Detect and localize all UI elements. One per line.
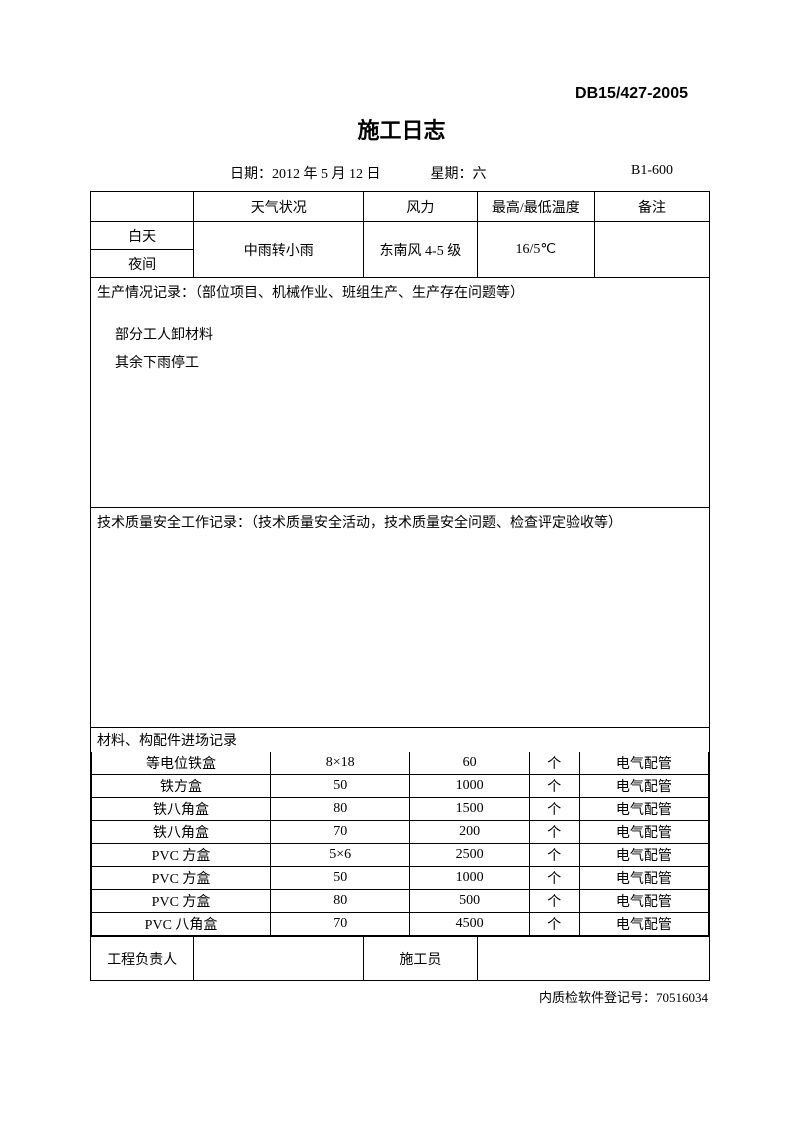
material-cell-spec: 5×6: [271, 844, 410, 867]
material-row: 铁方盒501000个电气配管: [92, 775, 709, 798]
weather-night-label: 夜间: [91, 250, 194, 278]
remark-value: [595, 222, 710, 278]
weather-header-blank: [91, 192, 194, 222]
material-cell-name: PVC 方盒: [92, 844, 271, 867]
material-cell-name: PVC 八角盒: [92, 913, 271, 936]
material-row: 等电位铁盒8×1860个电气配管: [92, 752, 709, 775]
material-cell-unit: 个: [529, 821, 579, 844]
date-label: 日期：: [230, 167, 272, 182]
weather-day-row: 白天 中雨转小雨 东南风 4-5 级 16/5℃: [91, 222, 710, 250]
qa-cell: 技术质量安全工作记录：（技术质量安全活动，技术质量安全问题、检查评定验收等）: [91, 508, 710, 728]
material-row: PVC 方盒5×62500个电气配管: [92, 844, 709, 867]
materials-label: 材料、构配件进场记录: [91, 728, 710, 753]
material-row: PVC 八角盒704500个电气配管: [92, 913, 709, 936]
material-cell-spec: 80: [271, 890, 410, 913]
main-table: 天气状况 风力 最高/最低温度 备注 白天 中雨转小雨 东南风 4-5 级 16…: [90, 191, 710, 981]
materials-table: 等电位铁盒8×1860个电气配管铁方盒501000个电气配管铁八角盒801500…: [91, 752, 709, 936]
material-cell-use: 电气配管: [579, 775, 708, 798]
weather-header-remark: 备注: [595, 192, 710, 222]
wind-value: 东南风 4-5 级: [364, 222, 477, 278]
material-cell-unit: 个: [529, 844, 579, 867]
material-cell-use: 电气配管: [579, 844, 708, 867]
weather-day-label: 白天: [91, 222, 194, 250]
material-cell-name: 铁八角盒: [92, 821, 271, 844]
material-cell-qty: 2500: [410, 844, 529, 867]
signature-row: 工程负责人 施工员: [91, 937, 710, 981]
footer-label: 内质检软件登记号：: [539, 990, 656, 1005]
page-title: 施工日志: [90, 113, 713, 145]
date-value: 2012 年 5 月 12 日: [272, 167, 381, 182]
material-cell-spec: 50: [271, 867, 410, 890]
material-cell-qty: 1500: [410, 798, 529, 821]
material-cell-name: 铁八角盒: [92, 798, 271, 821]
weekday-label: 星期：: [431, 167, 473, 182]
production-line2: 其余下雨停工: [115, 350, 703, 378]
material-cell-qty: 60: [410, 752, 529, 775]
material-cell-qty: 1000: [410, 867, 529, 890]
material-cell-unit: 个: [529, 798, 579, 821]
production-cell: 生产情况记录：（部位项目、机械作业、班组生产、生产存在问题等） 部分工人卸材料 …: [91, 278, 710, 508]
meta-weekday: 星期：六: [431, 163, 487, 183]
material-cell-name: PVC 方盒: [92, 867, 271, 890]
footer: 内质检软件登记号：70516034: [90, 987, 713, 1006]
material-cell-spec: 8×18: [271, 752, 410, 775]
qa-label: 技术质量安全工作记录：（技术质量安全活动，技术质量安全问题、检查评定验收等）: [97, 512, 703, 532]
weather-header-weather: 天气状况: [194, 192, 364, 222]
temp-value: 16/5℃: [477, 222, 595, 278]
material-cell-name: 等电位铁盒: [92, 752, 271, 775]
material-cell-unit: 个: [529, 867, 579, 890]
material-row: PVC 方盒80500个电气配管: [92, 890, 709, 913]
material-cell-qty: 500: [410, 890, 529, 913]
material-cell-use: 电气配管: [579, 821, 708, 844]
document-code: DB15/427-2005: [90, 85, 713, 103]
material-cell-unit: 个: [529, 775, 579, 798]
weather-header-temp: 最高/最低温度: [477, 192, 595, 222]
material-cell-qty: 4500: [410, 913, 529, 936]
footer-value: 70516034: [656, 990, 708, 1005]
constructor-blank: [477, 937, 710, 981]
meta-date: 日期：2012 年 5 月 12 日: [230, 163, 381, 183]
materials-table-row: 等电位铁盒8×1860个电气配管铁方盒501000个电气配管铁八角盒801500…: [91, 752, 710, 937]
materials-header-row: 材料、构配件进场记录: [91, 728, 710, 753]
meta-row: 日期：2012 年 5 月 12 日 星期：六 B1-600: [90, 163, 713, 183]
production-label: 生产情况记录：（部位项目、机械作业、班组生产、生产存在问题等）: [97, 282, 703, 302]
material-cell-unit: 个: [529, 913, 579, 936]
material-row: 铁八角盒801500个电气配管: [92, 798, 709, 821]
material-cell-qty: 1000: [410, 775, 529, 798]
production-content: 部分工人卸材料 其余下雨停工: [97, 302, 703, 378]
material-cell-name: 铁方盒: [92, 775, 271, 798]
weather-value: 中雨转小雨: [194, 222, 364, 278]
production-line1: 部分工人卸材料: [115, 322, 703, 350]
weekday-value: 六: [473, 167, 487, 182]
material-cell-unit: 个: [529, 890, 579, 913]
project-lead-blank: [194, 937, 364, 981]
material-cell-unit: 个: [529, 752, 579, 775]
page: DB15/427-2005 施工日志 日期：2012 年 5 月 12 日 星期…: [0, 0, 793, 1046]
constructor-label: 施工员: [364, 937, 477, 981]
materials-table-cell: 等电位铁盒8×1860个电气配管铁方盒501000个电气配管铁八角盒801500…: [91, 752, 710, 937]
qa-row: 技术质量安全工作记录：（技术质量安全活动，技术质量安全问题、检查评定验收等）: [91, 508, 710, 728]
material-cell-spec: 80: [271, 798, 410, 821]
material-cell-qty: 200: [410, 821, 529, 844]
material-cell-use: 电气配管: [579, 913, 708, 936]
material-cell-name: PVC 方盒: [92, 890, 271, 913]
material-cell-use: 电气配管: [579, 890, 708, 913]
weather-header-row: 天气状况 风力 最高/最低温度 备注: [91, 192, 710, 222]
material-cell-use: 电气配管: [579, 798, 708, 821]
material-cell-spec: 50: [271, 775, 410, 798]
project-lead-label: 工程负责人: [91, 937, 194, 981]
meta-code: B1-600: [631, 163, 673, 183]
weather-header-wind: 风力: [364, 192, 477, 222]
material-cell-spec: 70: [271, 913, 410, 936]
material-cell-use: 电气配管: [579, 752, 708, 775]
production-row: 生产情况记录：（部位项目、机械作业、班组生产、生产存在问题等） 部分工人卸材料 …: [91, 278, 710, 508]
material-cell-spec: 70: [271, 821, 410, 844]
material-cell-use: 电气配管: [579, 867, 708, 890]
material-row: PVC 方盒501000个电气配管: [92, 867, 709, 890]
material-row: 铁八角盒70200个电气配管: [92, 821, 709, 844]
